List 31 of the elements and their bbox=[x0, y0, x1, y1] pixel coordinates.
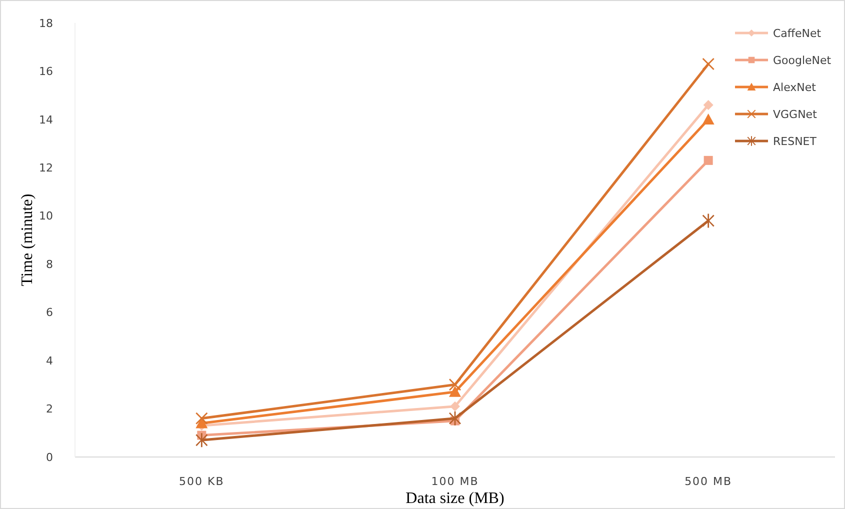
y-tick-label: 18 bbox=[39, 16, 53, 30]
point bbox=[449, 411, 461, 426]
y-tick-label: 16 bbox=[39, 65, 53, 78]
y-tick-label: 2 bbox=[46, 402, 53, 416]
y-tick-label: 12 bbox=[39, 162, 53, 175]
point bbox=[702, 58, 714, 70]
point bbox=[449, 386, 461, 397]
legend-label: GoogleNet bbox=[773, 54, 832, 67]
y-tick-label: 4 bbox=[46, 354, 53, 368]
x-tick-label: 500 KB bbox=[179, 475, 224, 488]
legend-label: AlexNet bbox=[773, 80, 817, 94]
point bbox=[702, 113, 714, 124]
y-tick-label: 8 bbox=[46, 258, 53, 271]
y-tick-label: 0 bbox=[46, 450, 53, 464]
point bbox=[196, 412, 208, 424]
legend-label: VGGNet bbox=[773, 108, 818, 121]
y-tick-label: 10 bbox=[39, 210, 53, 223]
legend-label: CaffeNet bbox=[773, 26, 822, 40]
point bbox=[704, 156, 713, 165]
y-axis-title: Time (minute) bbox=[19, 194, 36, 286]
point bbox=[450, 401, 460, 412]
x-tick-label: 100 MB bbox=[431, 475, 479, 488]
point bbox=[702, 214, 714, 228]
point bbox=[196, 433, 208, 448]
x-axis-title: Data size (MB) bbox=[406, 490, 504, 507]
legend-label: RESNET bbox=[773, 134, 817, 148]
y-tick-label: 6 bbox=[46, 306, 53, 320]
y-tick-label: 14 bbox=[39, 113, 53, 126]
point bbox=[703, 100, 714, 110]
x-tick-label: 500 MB bbox=[684, 475, 732, 488]
point bbox=[449, 378, 461, 391]
